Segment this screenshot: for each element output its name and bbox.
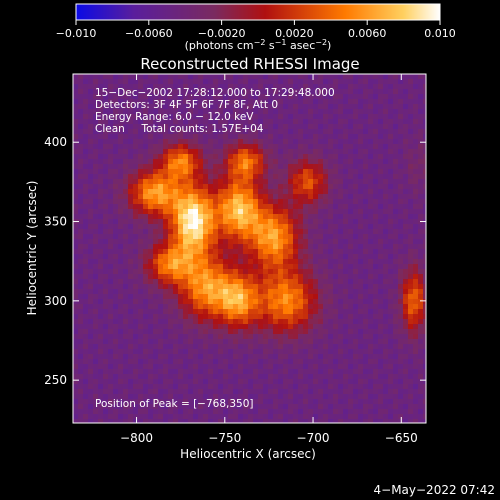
colorbar bbox=[75, 3, 441, 21]
colorbar-tick-label: 0.0060 bbox=[348, 27, 387, 40]
x-tick-label: −650 bbox=[385, 431, 418, 445]
heatmap-image bbox=[73, 74, 426, 423]
x-tick-label: −750 bbox=[208, 431, 241, 445]
x-tick-label: −700 bbox=[297, 431, 330, 445]
x-axis-ticks: −800 −750 −700 −650 bbox=[120, 74, 418, 445]
plot-frame bbox=[72, 73, 427, 424]
x-axis-label: Heliocentric X (arcsec) bbox=[180, 447, 316, 461]
annotation-peak-position: Position of Peak = [−768,350] bbox=[95, 398, 254, 410]
y-tick-label: 350 bbox=[44, 215, 67, 229]
colorbar-tick-label: 0.010 bbox=[424, 27, 456, 40]
y-axis-ticks: 250 300 350 400 bbox=[44, 135, 426, 387]
colorbar-tick-label: −0.0020 bbox=[198, 27, 246, 40]
colorbar-ticks: −0.010 −0.0060 −0.0020 0.0020 0.0060 0.010 bbox=[56, 20, 456, 40]
annotation-detectors: Detectors: 3F 4F 5F 6F 7F 8F, Att 0 bbox=[95, 99, 278, 111]
annotation-clean-counts: Clean Total counts: 1.57E+04 bbox=[95, 123, 264, 135]
colorbar-tick-label: 0.0020 bbox=[275, 27, 314, 40]
colorbar-tick-label: −0.010 bbox=[56, 27, 97, 40]
annotation-energy-range: Energy Range: 6.0 − 12.0 keV bbox=[95, 111, 254, 123]
y-tick-label: 300 bbox=[44, 294, 67, 308]
colorbar-tick-label: −0.0060 bbox=[125, 27, 173, 40]
colorbar-unit-label: (photons cm−2 s−1 asec−2) bbox=[185, 38, 332, 52]
annotation-time-range: 15−Dec−2002 17:28:12.000 to 17:29:48.000 bbox=[95, 87, 335, 99]
y-tick-label: 400 bbox=[44, 135, 67, 149]
chart-title: Reconstructed RHESSI Image bbox=[140, 55, 359, 73]
footer-timestamp: 4−May−2022 07:42 bbox=[374, 483, 496, 497]
y-tick-label: 250 bbox=[44, 373, 67, 387]
x-tick-label: −800 bbox=[120, 431, 153, 445]
y-axis-label: Heliocentric Y (arcsec) bbox=[25, 181, 39, 316]
